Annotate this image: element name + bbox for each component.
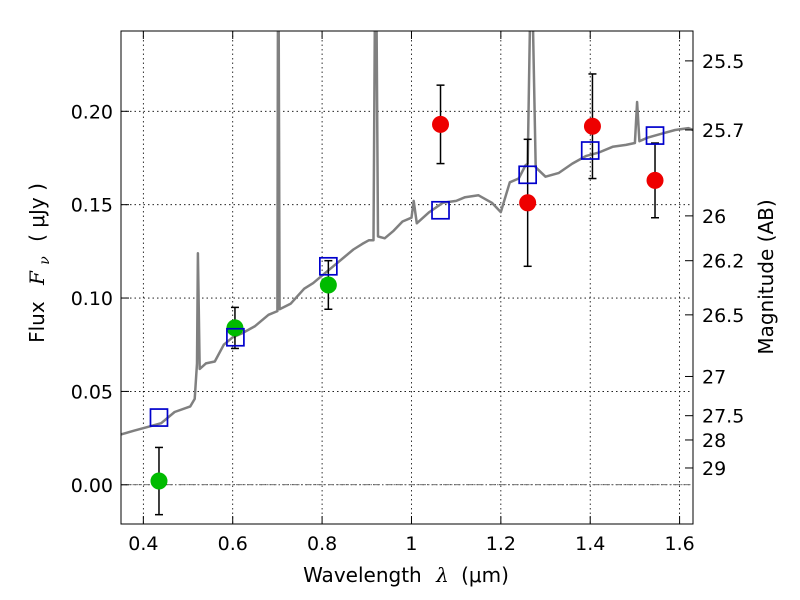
model-photometry-square [431, 200, 450, 220]
x-tick-label: 1.4 [575, 533, 605, 555]
series-red-photometry [432, 73, 664, 268]
magnitude-tick-label: 28 [702, 430, 726, 452]
y-tick-label: 0.05 [71, 381, 113, 403]
magnitude-tick-label: 27 [702, 366, 726, 388]
model-photometry-square [319, 256, 338, 276]
magnitude-tick-label: 26.2 [702, 251, 744, 273]
x-tick-label: 1.6 [664, 533, 694, 555]
y-tick-label: 0.20 [71, 101, 113, 123]
x-axis-label: Wavelength λ (μm) [303, 563, 509, 587]
data-point [519, 194, 537, 212]
x-tick-label: 0.8 [307, 533, 337, 555]
y-axis-label-subscript: ν [37, 256, 53, 265]
y-axis-label: Flux F ν ( μJy ) [25, 183, 54, 343]
magnitude-tick-label: 25.7 [702, 120, 744, 142]
y-tick-label: 0.15 [71, 195, 113, 217]
magnitude-tick-label: 26 [702, 206, 726, 228]
x-tick-label: 1 [405, 533, 417, 555]
model-photometry-square [645, 126, 665, 145]
model-photometry-square [580, 141, 600, 160]
axis-ticks: 0.4 0.6 0.8 1 1.2 1.4 1.6 0.00 0.05 0.10 0.15 0.20 2… [71, 31, 744, 555]
data-point [319, 276, 337, 294]
x-tick-label: 0.4 [128, 533, 158, 555]
x-tick-label: 0.6 [218, 533, 248, 555]
model-photometry-square [518, 165, 538, 185]
plot-content [121, 31, 693, 516]
data-point [646, 171, 664, 189]
y-axis-label-unit: ( μJy ) [25, 183, 49, 242]
magnitude-tick-label: 26.5 [702, 305, 744, 327]
grid [121, 31, 693, 524]
y2-axis-label: Magnitude (AB) [754, 199, 778, 354]
series-green-photometry [150, 259, 337, 516]
series-model-synthetic-photometry [149, 126, 665, 427]
model-photometry-square [149, 408, 169, 427]
y-tick-label: 0.00 [71, 475, 113, 497]
magnitude-tick-label: 27.5 [702, 406, 744, 428]
y-axis-label-symbol: F [25, 270, 49, 286]
data-point [150, 472, 168, 490]
magnitude-tick-label: 29 [702, 458, 726, 480]
photometry-layer [149, 73, 665, 516]
plot-background [121, 31, 693, 524]
data-point [432, 115, 450, 133]
y-tick-label: 0.10 [71, 288, 113, 310]
x-axis-label-unit: (μm) [461, 563, 509, 587]
data-point [583, 117, 601, 135]
x-axis-label-text: Wavelength [303, 563, 422, 587]
x-axis-label-symbol: λ [435, 563, 449, 587]
y-axis-label-text: Flux [25, 301, 49, 343]
magnitude-tick-label: 25.5 [702, 51, 744, 73]
plot-frame [120, 30, 694, 525]
model-photometry-square [226, 327, 245, 347]
x-tick-label: 1.2 [486, 533, 516, 555]
